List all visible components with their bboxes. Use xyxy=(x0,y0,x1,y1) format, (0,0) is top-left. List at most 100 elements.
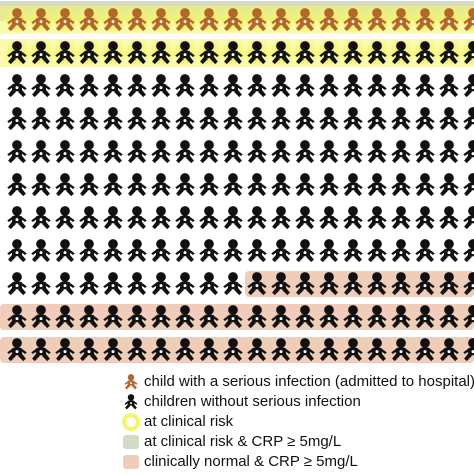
baby-icon xyxy=(367,206,387,230)
baby-icon xyxy=(391,173,411,197)
baby-icon xyxy=(415,107,435,131)
baby-icon xyxy=(127,305,147,329)
baby-icon xyxy=(55,107,75,131)
baby-icon xyxy=(79,272,99,296)
baby-icon xyxy=(319,41,339,65)
baby-icon xyxy=(103,272,123,296)
baby-icon xyxy=(463,173,474,197)
baby-icon xyxy=(55,239,75,263)
baby-icon xyxy=(247,206,267,230)
baby-icon xyxy=(367,173,387,197)
baby-icon xyxy=(295,140,315,164)
baby-icon xyxy=(31,74,51,98)
serious-infection-baby-icon xyxy=(247,8,267,32)
baby-icon xyxy=(295,239,315,263)
baby-icon xyxy=(415,305,435,329)
baby-icon xyxy=(151,173,171,197)
baby-icon xyxy=(463,272,474,296)
baby-icon xyxy=(127,173,147,197)
baby-icon xyxy=(7,338,27,362)
baby-icon xyxy=(439,239,459,263)
baby-icon xyxy=(343,74,363,98)
baby-icon xyxy=(175,140,195,164)
baby-icon xyxy=(271,338,291,362)
baby-icon xyxy=(391,107,411,131)
baby-icon xyxy=(319,107,339,131)
baby-icon xyxy=(79,206,99,230)
serious-infection-baby-icon xyxy=(103,8,123,32)
baby-icon xyxy=(223,239,243,263)
baby-icon xyxy=(391,338,411,362)
baby-icon xyxy=(343,206,363,230)
baby-icon xyxy=(31,41,51,65)
baby-icon xyxy=(127,206,147,230)
baby-icon xyxy=(463,206,474,230)
baby-icon xyxy=(247,107,267,131)
baby-icon xyxy=(343,239,363,263)
serious-infection-baby-icon xyxy=(199,8,219,32)
baby-icon xyxy=(103,338,123,362)
peach-swatch-icon xyxy=(123,455,139,469)
baby-icon xyxy=(199,140,219,164)
baby-icon xyxy=(271,74,291,98)
baby-icon xyxy=(31,206,51,230)
baby-icon xyxy=(175,107,195,131)
baby-icon xyxy=(79,41,99,65)
baby-icon xyxy=(391,272,411,296)
baby-icon xyxy=(367,239,387,263)
baby-icon xyxy=(175,41,195,65)
baby-icon xyxy=(103,239,123,263)
serious-infection-baby-icon xyxy=(7,8,27,32)
baby-icon xyxy=(151,272,171,296)
baby-icon xyxy=(7,74,27,98)
baby-icon xyxy=(367,338,387,362)
baby-icon xyxy=(271,206,291,230)
baby-icon xyxy=(247,305,267,329)
baby-icon xyxy=(127,107,147,131)
baby-icon xyxy=(271,239,291,263)
baby-icon xyxy=(55,338,75,362)
baby-icon xyxy=(7,206,27,230)
baby-icon xyxy=(439,173,459,197)
baby-icon xyxy=(463,107,474,131)
baby-icon xyxy=(223,338,243,362)
baby-icon xyxy=(199,173,219,197)
baby-icon xyxy=(199,74,219,98)
baby-icon xyxy=(151,206,171,230)
baby-icon xyxy=(31,173,51,197)
baby-icon xyxy=(151,140,171,164)
baby-icon xyxy=(175,338,195,362)
baby-icon xyxy=(271,173,291,197)
halo-icon xyxy=(122,413,140,431)
baby-icon xyxy=(271,305,291,329)
baby-icon xyxy=(127,272,147,296)
baby-icon xyxy=(127,41,147,65)
baby-icon xyxy=(103,41,123,65)
baby-icon xyxy=(7,41,27,65)
baby-icon xyxy=(439,305,459,329)
baby-icon xyxy=(7,107,27,131)
baby-icon xyxy=(7,140,27,164)
baby-icon xyxy=(79,107,99,131)
serious-infection-baby-icon xyxy=(319,8,339,32)
baby-icon xyxy=(199,107,219,131)
baby-icon xyxy=(124,374,138,390)
baby-icon xyxy=(199,239,219,263)
baby-icon xyxy=(31,305,51,329)
baby-icon xyxy=(151,74,171,98)
baby-icon xyxy=(415,140,435,164)
baby-icon xyxy=(247,173,267,197)
baby-icon xyxy=(175,74,195,98)
baby-icon xyxy=(367,305,387,329)
baby-icon xyxy=(199,206,219,230)
baby-icon xyxy=(103,305,123,329)
baby-icon xyxy=(247,338,267,362)
baby-icon xyxy=(223,41,243,65)
baby-icon xyxy=(103,140,123,164)
baby-icon xyxy=(367,74,387,98)
serious-infection-baby-icon xyxy=(31,8,51,32)
serious-infection-baby-icon xyxy=(463,8,474,32)
baby-icon xyxy=(151,338,171,362)
baby-icon xyxy=(175,239,195,263)
baby-icon xyxy=(247,140,267,164)
